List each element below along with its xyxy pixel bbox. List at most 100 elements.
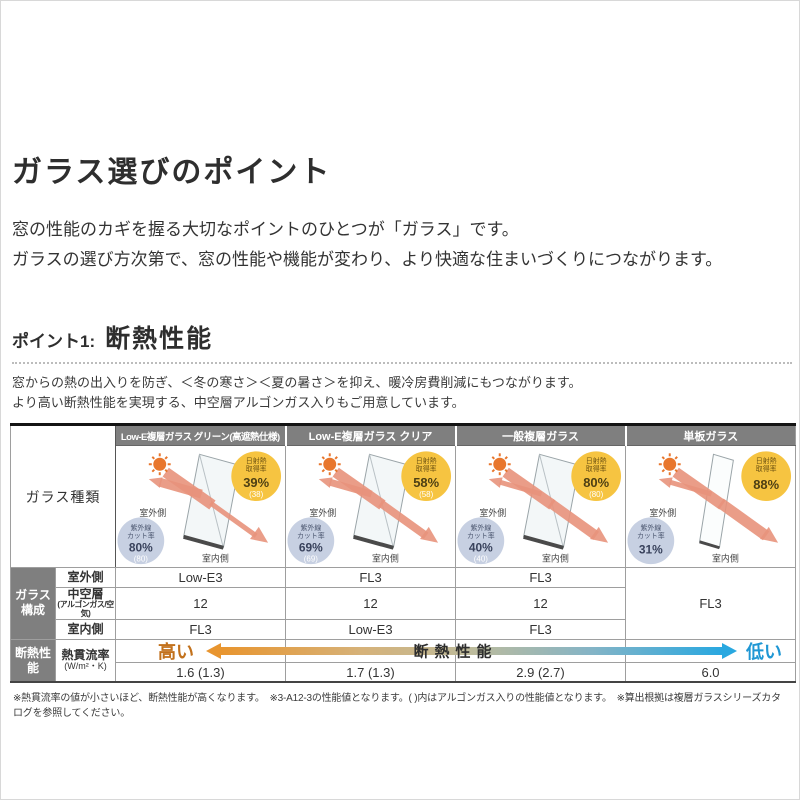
table-header-row: ガラス種類 Low-E複層ガラス グリーン(高遮熱仕様) Low-E複層ガラス … [9,424,797,569]
reflected-arrow [158,477,203,499]
footnote: ※熱貫流率の値が小さいほど、断熱性能が高くなります。 ※3-A12-3の性能値と… [13,693,781,720]
diagram-cell-general-pair: 室外側 室内側 日射熱 取得率 80% (80) 紫外線 カット率 [455,445,627,569]
outdoor-glass-cell: FL3 [285,567,457,589]
outdoor-side-label: 室外側 [309,507,336,518]
page-title: ガラス選びのポイント [12,156,332,189]
point-description: 窓からの熱の出入りを防ぎ、＜冬の寒さ＞＜夏の暑さ＞を抑え、暖冷房費削減にもつなが… [12,373,790,415]
uv-cut-value: 80% [129,541,153,555]
indoor-side-label: 室内側 [372,553,399,564]
svg-text:取得率: 取得率 [586,464,607,473]
scale-high-label: 高い [158,641,195,662]
solar-heat-badge: 日射熱 取得率 39% (38) [231,451,282,502]
solar-heat-argon-value: (38) [249,490,263,499]
scale-title: 断熱性能 [413,643,498,661]
u-value-cell: 2.9 (2.7) [455,661,627,683]
indoor-glass-cell: Low-E3 [285,618,457,640]
sun-icon [148,453,171,476]
solar-heat-argon-value: (80) [589,490,603,499]
glass-diagram: 室外側 室内側 日射熱 取得率 58% (58) 紫外線 カット率 [287,451,452,565]
sun-icon [488,453,511,476]
uv-cut-badge: 紫外線 カット率 80% (80) [117,517,165,565]
indoor-glass-cell: FL3 [115,618,287,640]
svg-text:紫外線: 紫外線 [470,523,491,532]
row-label-composition: ガラス 構成 [10,567,56,640]
arrowhead-right [722,642,738,659]
insulation-gradient-arrow [206,642,738,659]
sun-icon [318,453,341,476]
glass-diagram-row: 室外側 室内側 日射熱 取得率 39% (38) 紫外線 カット率 [11,445,797,569]
point-desc-line-2: より高い断熱性能を実現する、中空層アルゴンガス入りもご用意しています。 [12,395,465,411]
diagram-cell-single: 室外側 室内側 日射熱 取得率 88% 紫外線 カット率 [625,445,797,569]
u-value-cell: 1.6 (1.3) [115,661,287,683]
svg-text:紫外線: 紫外線 [130,523,151,532]
svg-text:カット率: カット率 [637,531,665,540]
insulation-scale-row: 断熱性能 熱貫流率 (W/m²・K) 高 [10,638,797,683]
svg-text:紫外線: 紫外線 [640,523,661,532]
indoor-side-label: 室内側 [542,553,569,564]
row-label-air-layer: 中空層 (アルゴンガス/空気) [54,587,117,620]
glass-diagram: 室外側 室内側 日射熱 取得率 39% (38) 紫外線 カット率 [117,451,282,565]
diagram-cell-lowe-green: 室外側 室内側 日射熱 取得率 39% (38) 紫外線 カット率 [115,445,287,569]
svg-text:カット率: カット率 [127,531,155,540]
glass-diagram: 室外側 室内側 日射熱 取得率 88% 紫外線 カット率 [627,451,792,565]
u-value-row: 1.6 (1.3) 1.7 (1.3) 2.9 (2.7) 6.0 [11,661,797,683]
uv-cut-value: 40% [469,541,493,555]
indoor-side-label: 室内側 [202,553,229,564]
column-header-lowe-green: Low-E複層ガラス グリーン(高遮熱仕様) [115,424,287,447]
point-desc-line-1: 窓からの熱の出入りを防ぎ、＜冬の寒さ＞＜夏の暑さ＞を抑え、暖冷房費削減にもつなが… [12,374,582,390]
outdoor-side-label: 室外側 [649,507,676,518]
uv-cut-value: 31% [639,543,663,557]
reflected-arrow [328,478,373,498]
svg-text:日射熱: 日射熱 [756,456,777,465]
point-section-header: ポイント1: 断熱性能 [12,319,792,364]
sun-icon [658,453,681,476]
solar-heat-value: 39% [243,475,269,490]
outdoor-side-label: 室外側 [479,507,506,518]
insulation-scale: 高い 断熱性能 低い [115,638,797,663]
uv-cut-argon-value: (40) [474,555,488,564]
outdoor-glass-cell: FL3 [455,567,627,589]
air-layer-cell: 12 [455,587,627,620]
composition-air-row: 中空層 (アルゴンガス/空気) 12 12 12 [11,587,796,620]
column-header-lowe-clear: Low-E複層ガラス クリア [284,424,457,447]
intro-line-2: ガラスの選び方次第で、窓の性能や機能が変わり、より快適な住まいづくりにつながりま… [12,249,723,269]
reflected-arrow [499,479,543,497]
composition-outdoor-row: ガラス 構成 室外側 Low-E3 FL3 FL3 FL3 [10,567,797,640]
svg-text:カット率: カット率 [297,531,325,540]
scale-low-label: 低い [746,641,783,662]
intro-line-1: 窓の性能のカギを握る大切なポイントのひとつが「ガラス」です。 [12,220,519,239]
svg-text:日射熱: 日射熱 [586,456,607,465]
solar-heat-badge: 日射熱 取得率 58% (58) [401,451,452,502]
solar-heat-value: 58% [413,475,439,490]
svg-text:カット率: カット率 [467,531,495,540]
air-layer-cell: 12 [285,587,457,620]
svg-text:紫外線: 紫外線 [300,523,321,532]
svg-text:日射熱: 日射熱 [416,456,437,465]
solar-heat-value: 80% [583,475,609,490]
column-header-general-pair: 一般複層ガラス [454,424,627,447]
uv-cut-argon-value: (80) [134,555,148,564]
row-label-u-value: 熱貫流率 (W/m²・K) [54,638,117,683]
row-label-indoor-side: 室内側 [54,618,117,640]
point-heading: 断熱性能 [105,324,214,353]
svg-text:取得率: 取得率 [756,464,777,473]
row-label-outdoor-side: 室外側 [54,567,117,589]
uv-cut-badge: 紫外線 カット率 31% [627,517,675,565]
uv-cut-badge: 紫外線 カット率 40% (40) [457,517,505,565]
u-value-cell: 6.0 [625,661,797,683]
solar-heat-value: 88% [753,477,779,492]
uv-cut-value: 69% [299,541,323,555]
arrowhead-left [206,642,222,659]
indoor-side-label: 室内側 [712,553,739,564]
svg-text:日射熱: 日射熱 [246,456,267,465]
reflected-arrow [669,479,713,497]
single-glass-cell: FL3 [625,567,797,640]
glass-diagram: 室外側 室内側 日射熱 取得率 80% (80) 紫外線 カット率 [457,451,622,565]
air-layer-cell: 12 [115,587,287,620]
uv-cut-argon-value: (69) [304,555,318,564]
solar-heat-badge: 日射熱 取得率 88% [741,451,792,502]
indoor-glass-cell: FL3 [455,618,627,640]
solar-heat-argon-value: (58) [419,490,433,499]
solar-heat-badge: 日射熱 取得率 80% (80) [571,451,622,502]
